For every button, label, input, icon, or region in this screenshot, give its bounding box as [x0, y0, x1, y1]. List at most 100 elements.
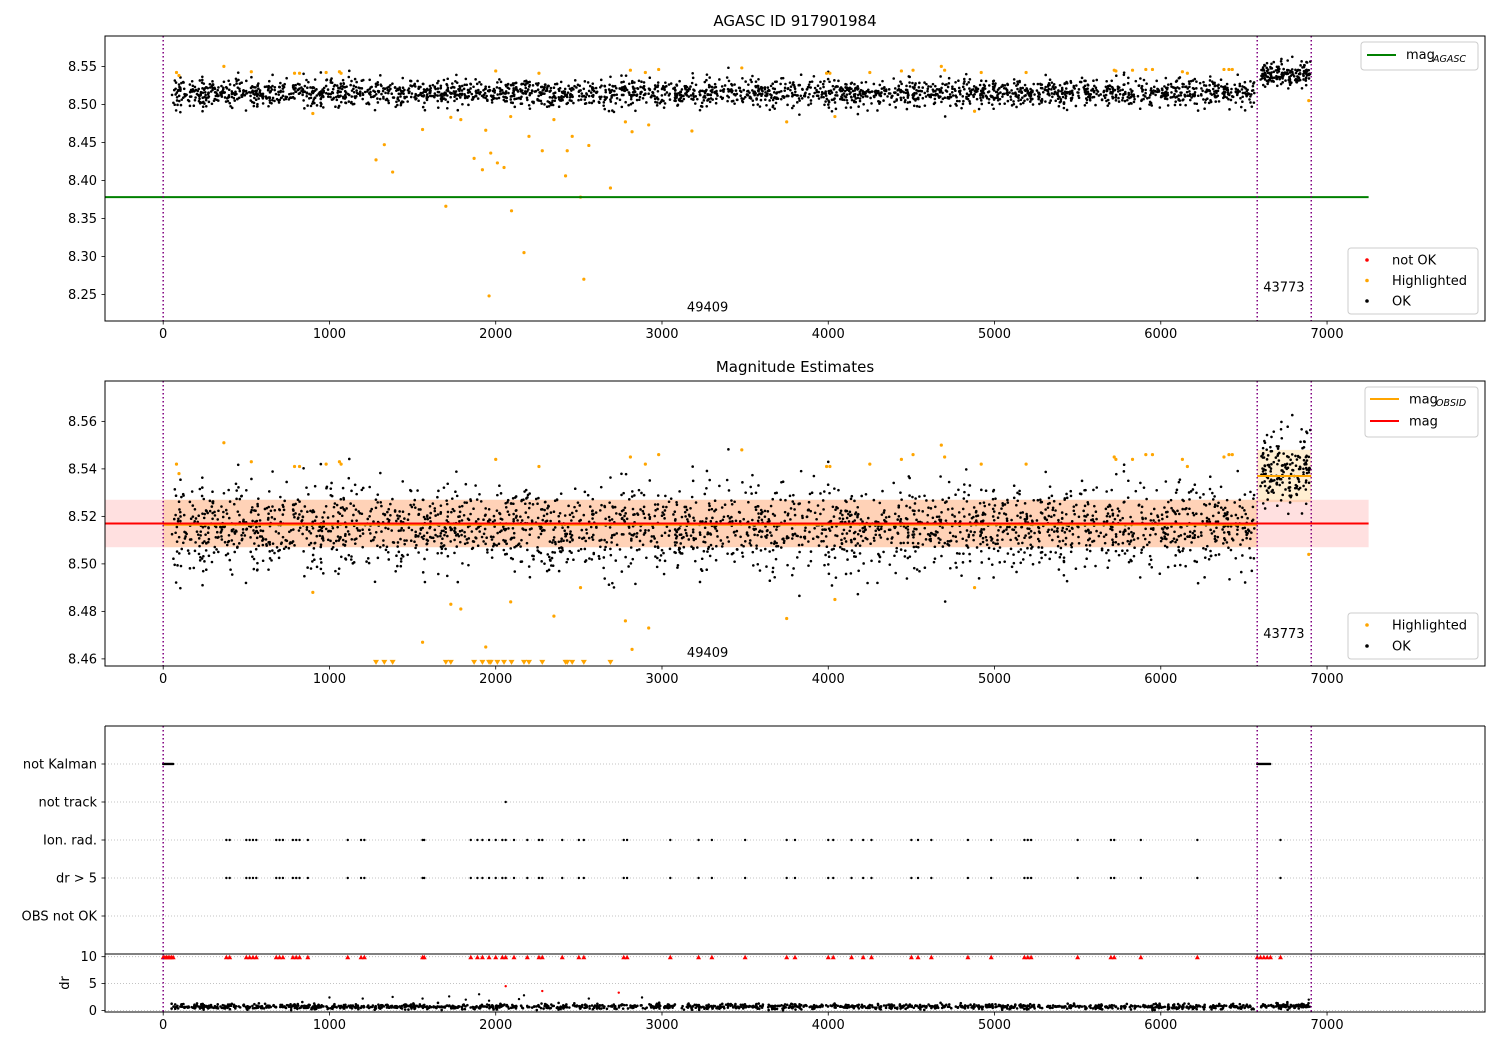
data-point — [204, 104, 208, 108]
data-point — [565, 93, 569, 97]
data-point — [292, 71, 297, 75]
data-point — [1111, 89, 1115, 93]
data-point — [496, 531, 499, 535]
data-point — [519, 90, 523, 93]
data-point — [1230, 95, 1234, 98]
data-point — [858, 99, 862, 103]
data-point — [1190, 96, 1193, 99]
data-point — [403, 517, 406, 520]
data-point — [1143, 537, 1147, 541]
data-point — [842, 528, 846, 532]
data-point — [809, 86, 813, 89]
data-point — [1145, 543, 1149, 547]
data-point — [396, 517, 400, 520]
data-point — [852, 99, 856, 103]
data-point — [975, 514, 978, 518]
data-point — [840, 538, 843, 542]
data-point — [401, 86, 405, 90]
data-point — [179, 519, 182, 523]
data-point — [339, 497, 343, 501]
data-point — [1015, 105, 1018, 109]
data-point — [696, 97, 699, 101]
data-point — [752, 90, 755, 94]
data-point — [251, 555, 254, 558]
data-point — [642, 505, 646, 509]
data-point — [495, 544, 499, 547]
data-point — [925, 82, 928, 86]
data-point — [249, 70, 253, 74]
data-point — [902, 96, 905, 99]
data-point — [954, 94, 958, 98]
data-point — [451, 507, 455, 511]
data-point — [230, 90, 234, 93]
data-point — [1149, 87, 1153, 90]
data-point — [241, 92, 245, 95]
data-point — [705, 568, 709, 572]
data-point — [932, 93, 936, 97]
data-point — [667, 94, 671, 97]
data-point — [471, 95, 475, 99]
data-point — [861, 91, 865, 95]
data-point — [420, 127, 425, 132]
data-point — [807, 103, 810, 107]
data-point — [303, 107, 306, 110]
data-point — [879, 91, 883, 95]
data-point — [1106, 104, 1110, 107]
data-point — [551, 541, 554, 544]
data-point — [908, 476, 911, 480]
data-point — [560, 537, 563, 540]
data-point — [217, 86, 220, 89]
data-point — [1265, 79, 1269, 83]
data-point — [1130, 559, 1133, 563]
data-point — [498, 86, 501, 90]
data-point — [257, 97, 260, 100]
data-point — [631, 85, 635, 89]
data-point — [1211, 87, 1215, 91]
data-point — [702, 99, 706, 102]
data-point — [482, 93, 486, 97]
data-point — [1195, 491, 1198, 495]
data-point — [519, 87, 522, 91]
data-point — [1070, 89, 1074, 93]
data-point — [439, 86, 443, 90]
y-tick-label: 8.35 — [68, 212, 97, 227]
chart-title: AGASC ID 917901984 — [713, 12, 876, 30]
data-point — [1094, 103, 1097, 107]
data-point — [1023, 83, 1027, 87]
data-point — [241, 531, 245, 535]
data-point — [1263, 85, 1267, 88]
data-point — [406, 100, 409, 103]
data-point — [946, 540, 950, 543]
data-point — [554, 542, 557, 546]
data-point — [980, 79, 983, 83]
data-point — [1104, 507, 1108, 511]
data-point — [1056, 535, 1060, 538]
data-point — [674, 97, 677, 100]
data-point — [775, 92, 778, 95]
data-point — [676, 92, 680, 95]
data-point — [453, 99, 456, 103]
data-point — [600, 95, 603, 99]
data-point — [656, 81, 660, 84]
data-point — [1077, 515, 1081, 519]
data-point — [236, 463, 240, 467]
data-point — [965, 500, 969, 503]
data-point — [1188, 530, 1192, 534]
data-point — [858, 97, 862, 100]
data-point — [648, 515, 652, 519]
data-point — [1163, 97, 1167, 100]
data-point — [492, 87, 496, 91]
data-point — [1094, 564, 1097, 568]
data-point — [309, 531, 313, 535]
data-point — [1029, 100, 1032, 103]
data-point — [1119, 518, 1122, 522]
data-point — [772, 542, 776, 545]
data-point — [424, 90, 428, 94]
data-point — [1243, 109, 1247, 112]
data-point — [1166, 104, 1170, 107]
data-point — [618, 512, 621, 516]
data-point — [590, 535, 594, 539]
data-point — [854, 512, 857, 516]
data-point — [1177, 534, 1181, 538]
data-point — [725, 478, 729, 482]
